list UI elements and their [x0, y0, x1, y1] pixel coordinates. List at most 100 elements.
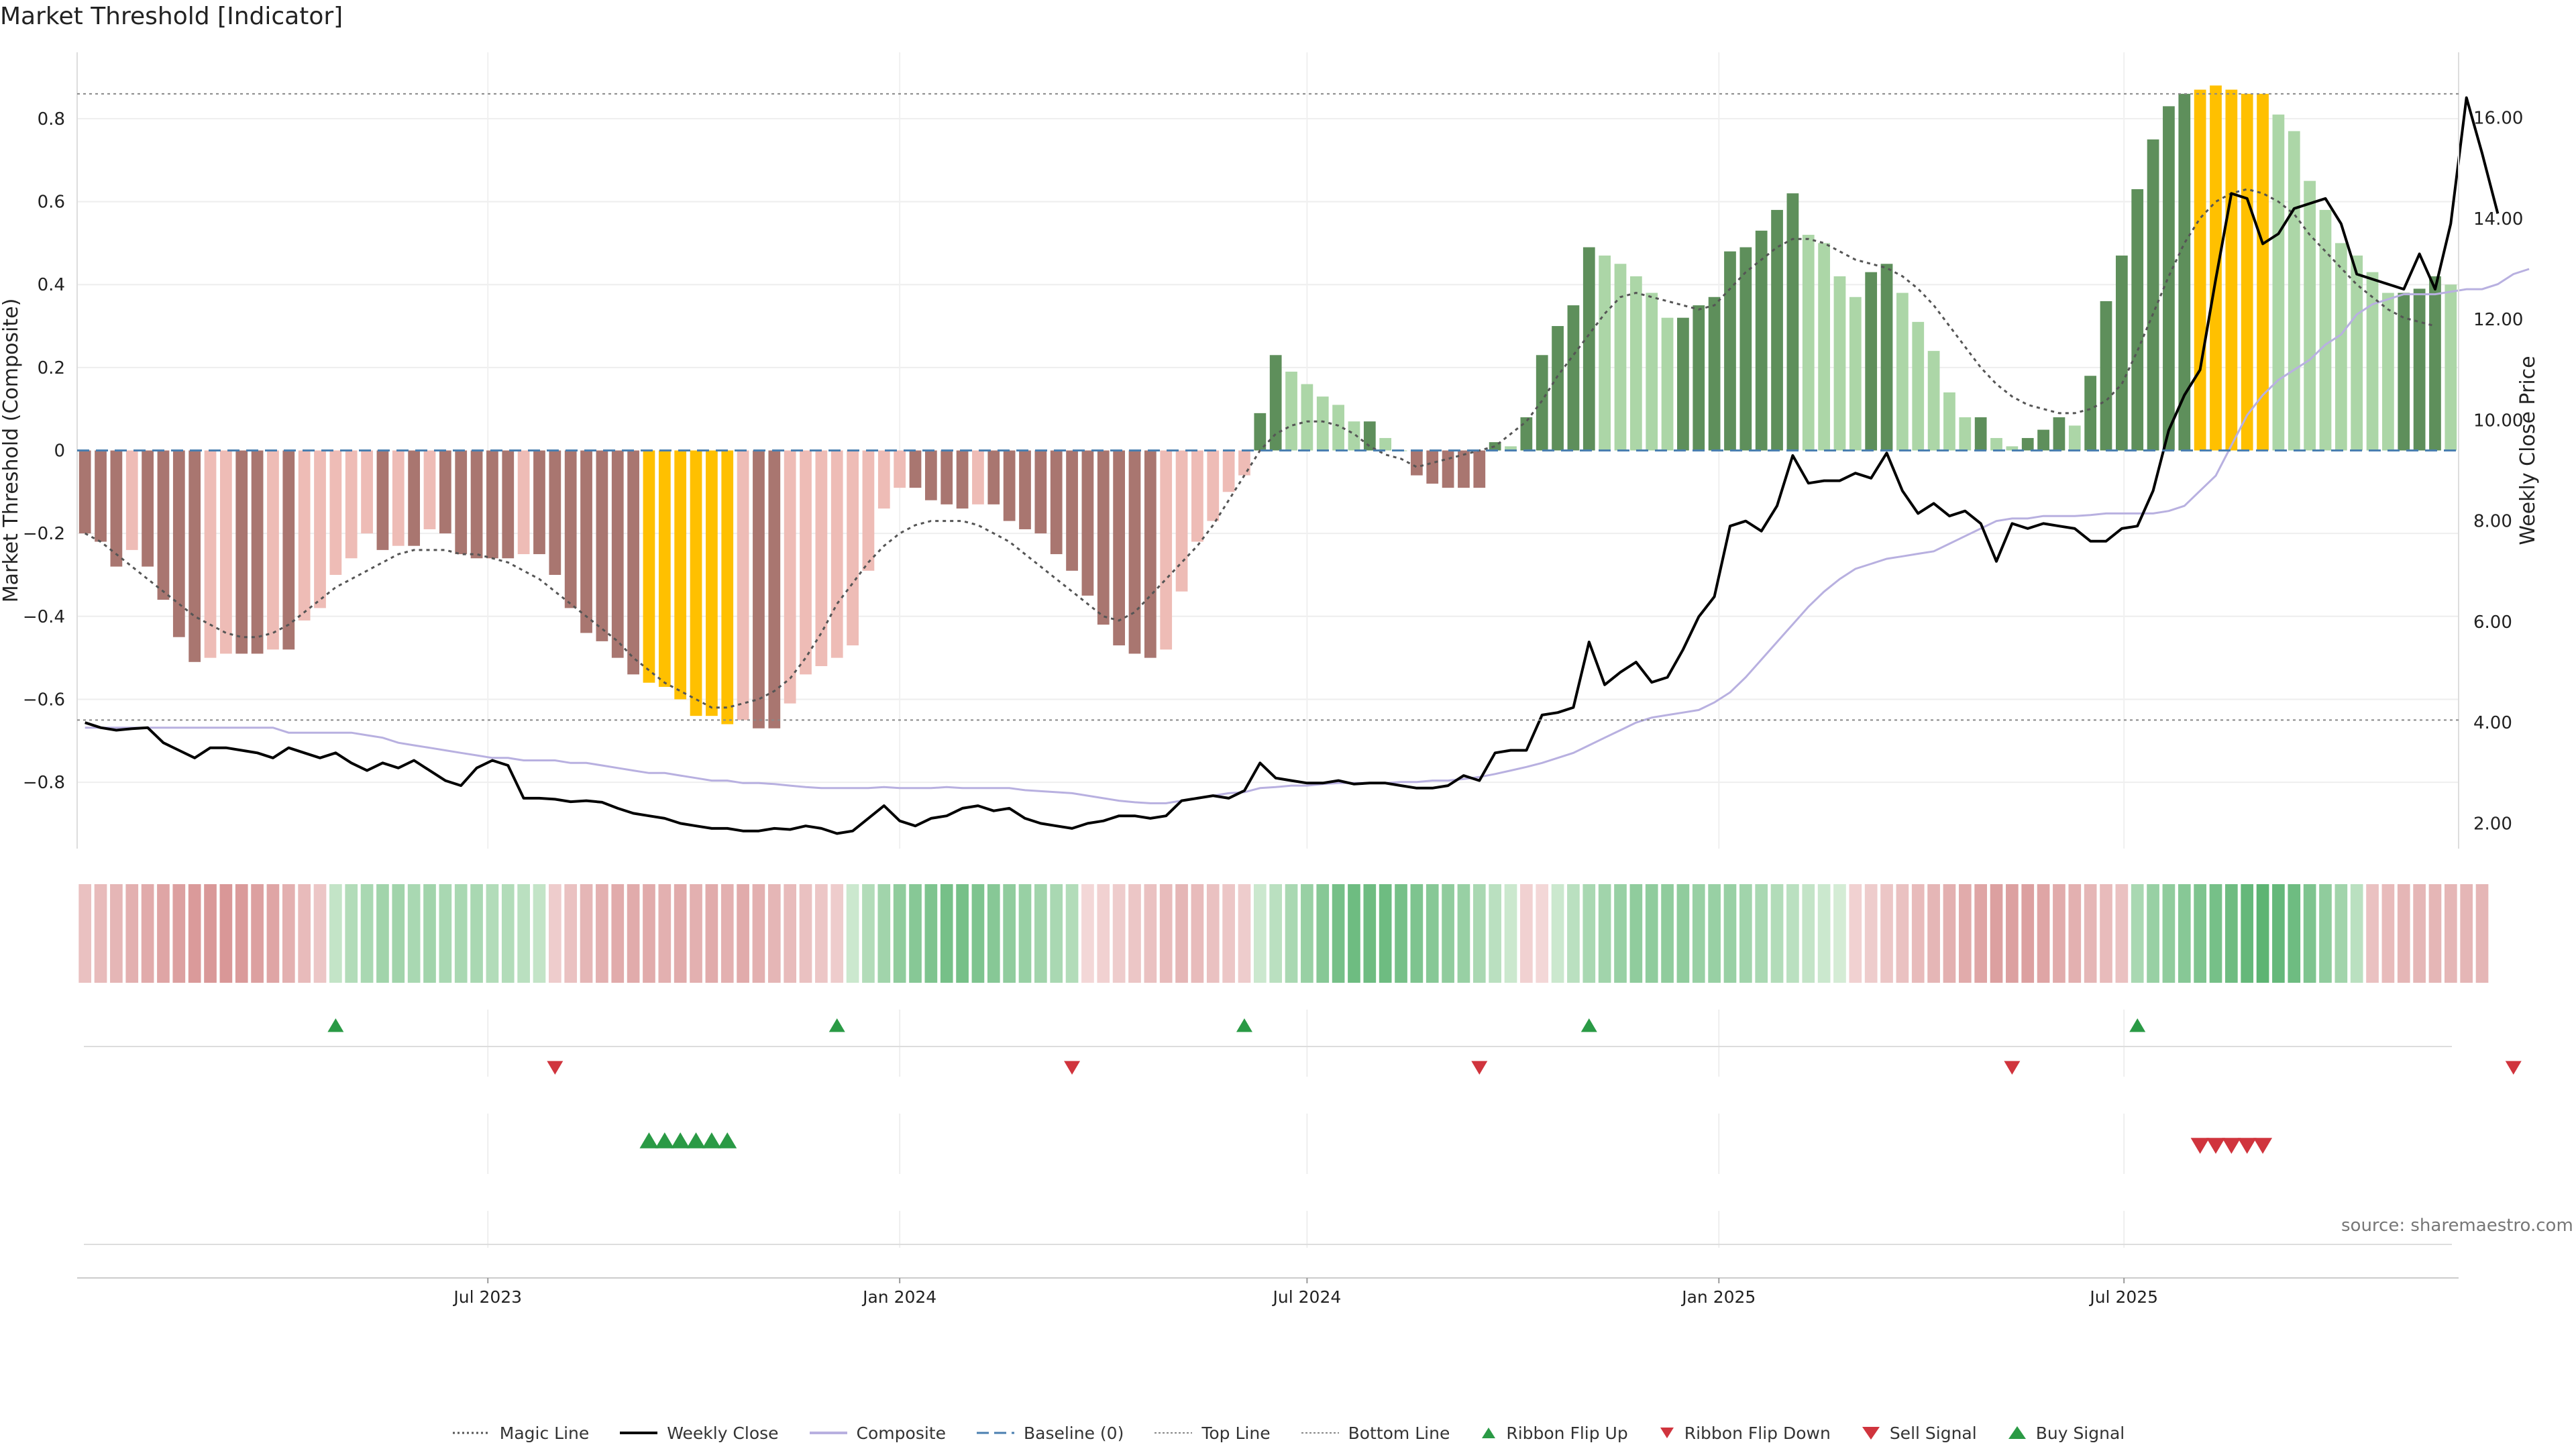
ribbon-cell [1050, 884, 1063, 983]
buy-signal-marker [718, 1132, 737, 1148]
composite-bar [1207, 450, 1220, 521]
buy-signal-marker [702, 1132, 721, 1148]
composite-bars [78, 85, 2457, 729]
composite-bar [2084, 376, 2097, 451]
ribbon-cell [501, 884, 515, 983]
composite-bar [1285, 372, 1297, 451]
ribbon-cell [658, 884, 672, 983]
composite-bar [2068, 425, 2081, 451]
composite-bar [95, 450, 107, 542]
y-right-tick-label: 8.00 [2473, 512, 2512, 532]
composite-bar [1034, 450, 1047, 534]
ribbon-cell [1253, 884, 1267, 983]
ribbon-cell [235, 884, 248, 983]
composite-bar [1786, 193, 1799, 451]
ribbon-cell [1191, 884, 1204, 983]
composite-bar [376, 450, 389, 550]
ribbon-cell [1285, 884, 1298, 983]
composite-bar [2131, 189, 2144, 451]
composite-bar [1332, 405, 1344, 451]
solid-line-icon [620, 1432, 658, 1434]
red-down-triangle-icon [1660, 1428, 1674, 1438]
composite-bar [1536, 355, 1548, 451]
ribbon-cell [1614, 884, 1627, 983]
ribbon-cell [971, 884, 985, 983]
ribbon-cell [439, 884, 452, 983]
chart-legend: Magic Line Weekly Close Composite Baseli… [0, 1417, 2576, 1449]
legend-label: Composite [856, 1423, 946, 1443]
ribbon-cell [345, 884, 358, 983]
ribbon-cell [1332, 884, 1345, 983]
composite-bar [2163, 106, 2175, 451]
composite-bar [2319, 209, 2332, 451]
y-tick-label: 0.8 [38, 109, 65, 129]
legend-label: Top Line [1201, 1423, 1271, 1443]
ribbon-cell [1238, 884, 1251, 983]
legend-item-weekly-close: Weekly Close [619, 1424, 779, 1443]
composite-bar [643, 450, 655, 683]
composite-bar [1849, 297, 1862, 451]
composite-bar [267, 450, 279, 650]
ribbon-cell [596, 884, 608, 983]
ribbon-cell [470, 884, 483, 983]
ribbon-cell [830, 884, 844, 983]
ribbon-cell [1395, 884, 1407, 983]
legend-label: Baseline (0) [1023, 1423, 1124, 1443]
ribbon-cell [1551, 884, 1564, 983]
ribbon-cell [1676, 884, 1690, 983]
composite-bar [142, 450, 154, 567]
composite-bar [658, 450, 671, 687]
composite-bar [1254, 413, 1267, 451]
composite-bar [721, 450, 734, 724]
ribbon-cell [1426, 884, 1439, 983]
dashed-line-icon [976, 1432, 1014, 1434]
composite-bar [2445, 284, 2457, 451]
ribbon-cell [2334, 884, 2348, 983]
ribbon-cell [2021, 884, 2035, 983]
composite-bar [1661, 317, 1674, 451]
ribbon-cell [1018, 884, 1032, 983]
composite-bar [1802, 235, 1815, 451]
ribbon-cell [1269, 884, 1283, 983]
y-tick-label: −0.8 [23, 773, 65, 793]
composite-bar [329, 450, 342, 575]
ribbon-cell [2100, 884, 2112, 983]
composite-bar [1222, 450, 1235, 492]
y-tick-label: −0.4 [23, 607, 65, 627]
ribbon-cell [1598, 884, 1611, 983]
composite-bar [1458, 450, 1470, 488]
ribbon-cell [1786, 884, 1799, 983]
x-tick-label: Jan 2024 [861, 1287, 936, 1307]
ribbon-cell [141, 884, 154, 983]
y-right-tick-label: 6.00 [2473, 612, 2512, 633]
composite-bar [2351, 255, 2363, 451]
composite-bar [470, 450, 483, 559]
ribbon-cell [2225, 884, 2238, 983]
composite-bar [784, 450, 796, 704]
ribbon-cell [110, 884, 123, 983]
composite-bar [1896, 292, 1909, 451]
composite-bar [2100, 301, 2112, 451]
composite-bar [298, 450, 311, 621]
composite-bar [1755, 230, 1768, 451]
composite-bar [972, 450, 984, 504]
composite-bar [2021, 437, 2034, 451]
y-tick-label: 0.4 [38, 275, 65, 295]
ribbon-cell [2256, 884, 2269, 983]
composite-bar [2429, 276, 2441, 451]
composite-bar [800, 450, 812, 675]
composite-bar [282, 450, 295, 650]
composite-bar [1238, 450, 1250, 476]
ribbon-cell [2319, 884, 2332, 983]
ribbon-flip-up-marker [2129, 1018, 2146, 1032]
lavender-line-icon [809, 1432, 847, 1434]
ribbon-flip-up-marker [1580, 1018, 1597, 1032]
ribbon-cell [2131, 884, 2144, 983]
composite-bar [627, 450, 639, 675]
weekly-close-line [85, 96, 2500, 835]
buy-signal-marker [686, 1132, 706, 1148]
ribbon-cell [454, 884, 468, 983]
ribbon-flip-down-marker [2004, 1061, 2021, 1075]
composite-bar [2398, 292, 2410, 451]
composite-bar [2257, 93, 2269, 451]
